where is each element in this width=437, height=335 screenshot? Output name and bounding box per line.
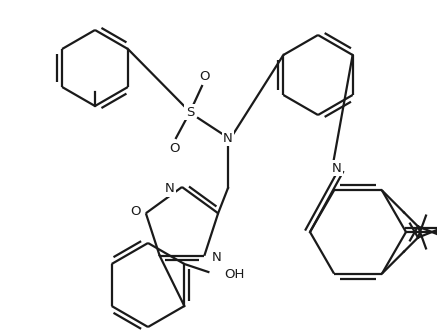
Text: N: N bbox=[212, 251, 221, 264]
Text: OH: OH bbox=[224, 268, 245, 280]
Text: O: O bbox=[169, 141, 179, 154]
Text: N: N bbox=[332, 161, 342, 175]
Text: N: N bbox=[165, 183, 175, 196]
Text: S: S bbox=[186, 106, 194, 119]
Text: O: O bbox=[131, 205, 141, 218]
Text: O: O bbox=[199, 69, 209, 82]
Text: N: N bbox=[223, 132, 233, 144]
